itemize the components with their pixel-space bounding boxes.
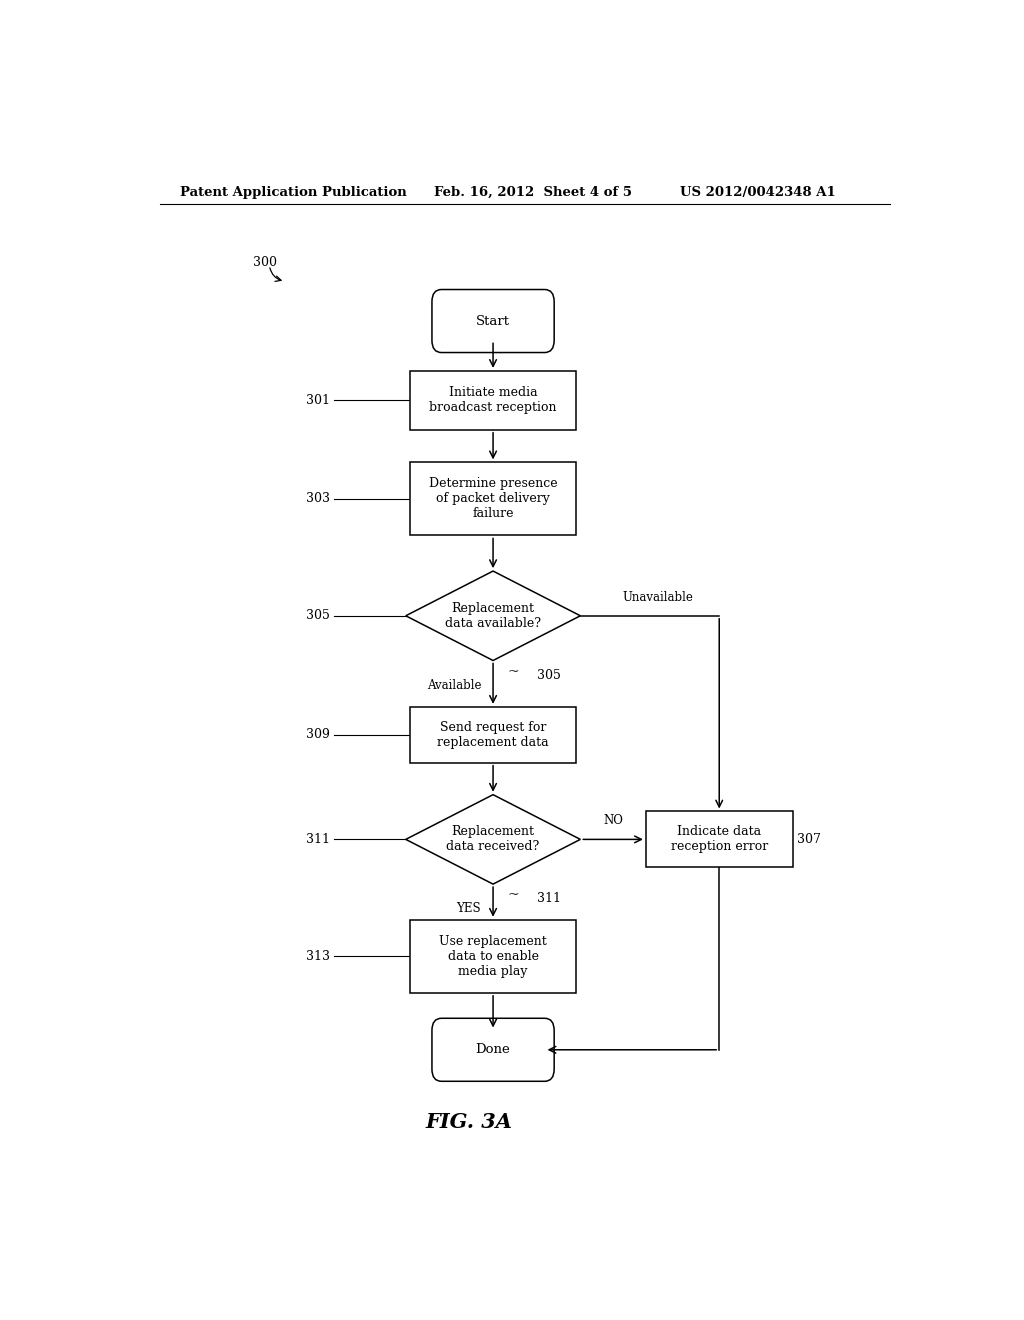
Text: 307: 307 (797, 833, 821, 846)
Bar (410, 371, 577, 430)
Text: Available: Available (427, 678, 481, 692)
Polygon shape (406, 795, 581, 884)
Text: Send request for
replacement data: Send request for replacement data (437, 721, 549, 748)
Text: 301: 301 (306, 393, 331, 407)
Text: 300: 300 (253, 256, 278, 268)
Text: FIG. 3A: FIG. 3A (426, 1111, 513, 1133)
Text: Unavailable: Unavailable (623, 590, 693, 603)
Polygon shape (406, 572, 581, 660)
Text: Determine presence
of packet delivery
failure: Determine presence of packet delivery fa… (429, 478, 557, 520)
Text: NO: NO (603, 814, 623, 828)
Text: Patent Application Publication: Patent Application Publication (179, 186, 407, 199)
Text: 305: 305 (537, 669, 560, 681)
Text: Initiate media
broadcast reception: Initiate media broadcast reception (429, 387, 557, 414)
Bar (646, 812, 793, 867)
FancyBboxPatch shape (432, 289, 554, 352)
Text: ~: ~ (507, 664, 519, 678)
FancyBboxPatch shape (432, 1018, 554, 1081)
Text: ~: ~ (507, 888, 519, 902)
Bar (410, 706, 577, 763)
Text: 313: 313 (306, 950, 331, 962)
Text: 311: 311 (537, 892, 561, 906)
Text: Replacement
data available?: Replacement data available? (445, 602, 541, 630)
Bar (410, 462, 577, 536)
Text: Feb. 16, 2012  Sheet 4 of 5: Feb. 16, 2012 Sheet 4 of 5 (433, 186, 632, 199)
Text: YES: YES (457, 903, 481, 915)
Text: 305: 305 (306, 610, 331, 622)
Text: Use replacement
data to enable
media play: Use replacement data to enable media pla… (439, 935, 547, 978)
Text: Start: Start (476, 314, 510, 327)
Text: 309: 309 (306, 729, 331, 742)
Text: Indicate data
reception error: Indicate data reception error (671, 825, 768, 854)
Text: Done: Done (476, 1043, 510, 1056)
Text: 303: 303 (306, 492, 331, 506)
Bar (410, 920, 577, 993)
Text: US 2012/0042348 A1: US 2012/0042348 A1 (680, 186, 836, 199)
Text: 311: 311 (306, 833, 331, 846)
Text: Replacement
data received?: Replacement data received? (446, 825, 540, 854)
